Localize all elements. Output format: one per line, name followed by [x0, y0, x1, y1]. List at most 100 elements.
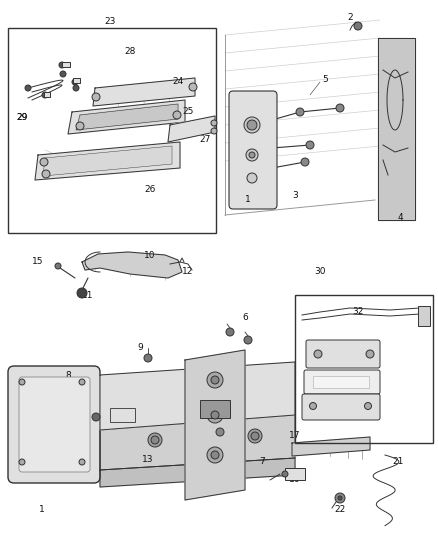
Text: 16: 16	[289, 475, 301, 484]
Polygon shape	[378, 38, 415, 220]
Circle shape	[79, 379, 85, 385]
Circle shape	[226, 328, 234, 336]
Circle shape	[247, 173, 257, 183]
FancyBboxPatch shape	[302, 394, 380, 420]
Bar	[44, 92, 50, 97]
Circle shape	[213, 425, 227, 439]
Circle shape	[25, 85, 31, 91]
Circle shape	[92, 413, 100, 421]
Text: 31: 31	[306, 348, 318, 357]
Circle shape	[306, 141, 314, 149]
Text: 1: 1	[245, 196, 251, 205]
FancyBboxPatch shape	[19, 377, 90, 472]
Text: 8: 8	[65, 370, 71, 379]
Circle shape	[244, 117, 260, 133]
Bar	[200, 400, 230, 418]
Circle shape	[354, 22, 362, 30]
Polygon shape	[68, 100, 185, 134]
Circle shape	[151, 436, 159, 444]
Circle shape	[42, 170, 50, 178]
Text: 13: 13	[142, 456, 154, 464]
Circle shape	[338, 496, 342, 500]
Circle shape	[211, 376, 219, 384]
Circle shape	[314, 350, 322, 358]
Polygon shape	[35, 142, 180, 180]
Circle shape	[19, 379, 25, 385]
Polygon shape	[292, 437, 370, 456]
Circle shape	[19, 459, 25, 465]
Text: 29: 29	[16, 114, 28, 123]
Text: 2: 2	[347, 13, 353, 22]
Text: 7: 7	[259, 457, 265, 466]
Circle shape	[296, 108, 304, 116]
Circle shape	[207, 372, 223, 388]
Text: 11: 11	[82, 290, 94, 300]
Polygon shape	[43, 146, 172, 176]
Text: 10: 10	[144, 251, 156, 260]
Circle shape	[59, 62, 65, 68]
Circle shape	[76, 122, 84, 130]
Text: 30: 30	[314, 268, 326, 277]
Text: 27: 27	[199, 135, 211, 144]
Circle shape	[42, 92, 48, 98]
Circle shape	[211, 411, 219, 419]
Circle shape	[73, 85, 79, 91]
Text: 5: 5	[322, 76, 328, 85]
Bar	[73, 78, 80, 83]
Circle shape	[310, 402, 317, 409]
Polygon shape	[100, 415, 295, 470]
Circle shape	[207, 447, 223, 463]
Circle shape	[211, 128, 217, 134]
Circle shape	[248, 429, 262, 443]
Bar	[8, 28, 216, 233]
Bar	[285, 468, 305, 480]
Text: 6: 6	[242, 313, 248, 322]
Circle shape	[144, 354, 152, 362]
Circle shape	[251, 432, 259, 440]
Circle shape	[244, 336, 252, 344]
Text: 15: 15	[32, 257, 44, 266]
Text: 1: 1	[39, 505, 45, 514]
Text: 32: 32	[352, 308, 364, 317]
Polygon shape	[82, 252, 182, 278]
FancyBboxPatch shape	[304, 370, 380, 394]
Polygon shape	[168, 116, 215, 142]
Circle shape	[364, 402, 371, 409]
Text: 33: 33	[306, 377, 318, 386]
Circle shape	[366, 350, 374, 358]
Circle shape	[148, 433, 162, 447]
Text: 24: 24	[173, 77, 184, 86]
Circle shape	[92, 93, 100, 101]
Circle shape	[216, 428, 224, 436]
Polygon shape	[76, 104, 178, 130]
Text: 22: 22	[334, 505, 346, 514]
Bar	[110, 408, 135, 422]
Circle shape	[72, 79, 78, 85]
Polygon shape	[93, 78, 195, 106]
Circle shape	[301, 158, 309, 166]
FancyBboxPatch shape	[229, 91, 277, 209]
Bar	[313, 376, 369, 388]
Circle shape	[40, 158, 48, 166]
Circle shape	[336, 104, 344, 112]
Text: 21: 21	[392, 457, 404, 466]
FancyBboxPatch shape	[306, 340, 380, 368]
FancyBboxPatch shape	[8, 366, 100, 483]
Circle shape	[77, 288, 87, 298]
Circle shape	[189, 83, 197, 91]
Polygon shape	[185, 350, 245, 500]
Bar	[62, 62, 70, 67]
Bar	[295, 295, 433, 443]
Polygon shape	[100, 362, 295, 430]
Text: 17: 17	[289, 431, 301, 440]
Circle shape	[335, 493, 345, 503]
Text: 34: 34	[306, 400, 318, 409]
Circle shape	[207, 407, 223, 423]
Circle shape	[55, 263, 61, 269]
Text: 25: 25	[182, 108, 194, 117]
Circle shape	[79, 459, 85, 465]
Text: 28: 28	[124, 47, 136, 56]
Circle shape	[60, 71, 66, 77]
Text: 29: 29	[16, 114, 28, 123]
Text: 23: 23	[104, 18, 116, 27]
